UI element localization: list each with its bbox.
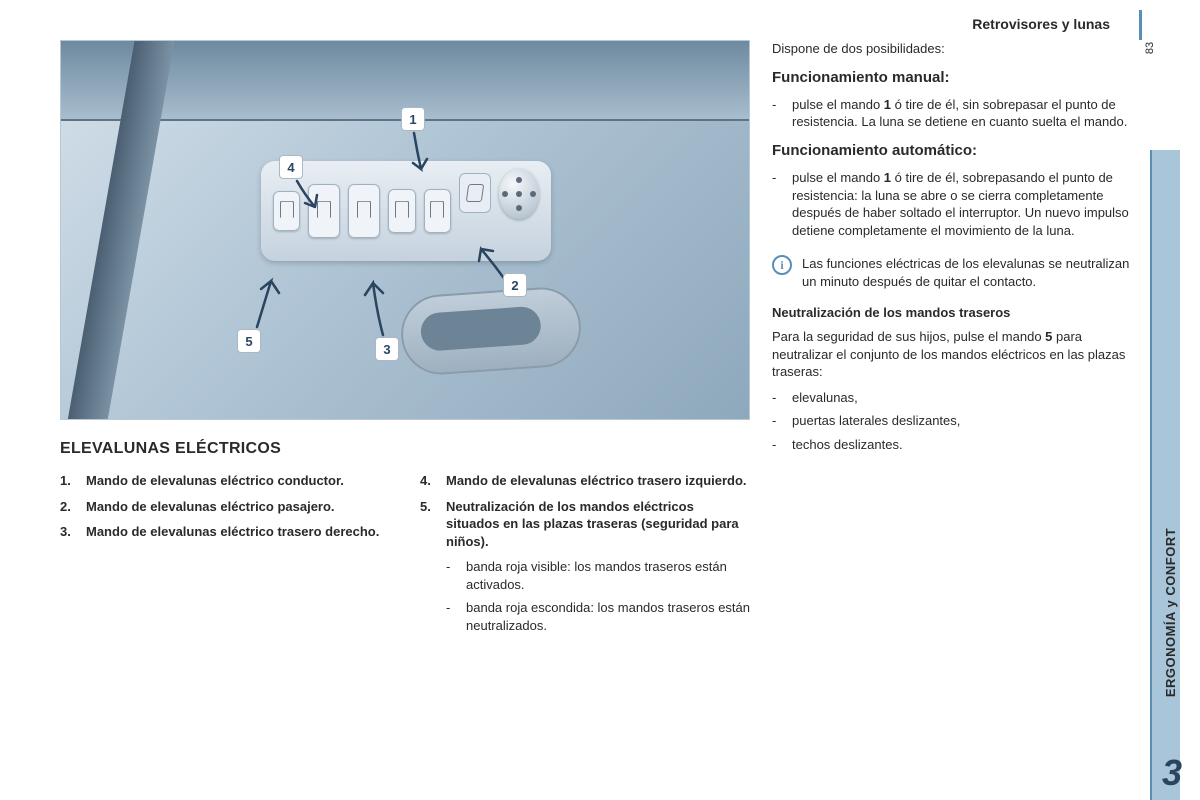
list-item: - banda roja escondida: los mandos trase… — [420, 599, 750, 634]
window-switch-icon — [424, 189, 451, 233]
list-item: 3. Mando de elevalunas eléctrico trasero… — [60, 523, 390, 541]
item-number: 4. — [420, 472, 436, 490]
item-text: pulse el mando 1 ó tire de él, sobrepasa… — [792, 169, 1132, 239]
dash-icon: - — [772, 436, 780, 454]
numbered-list: 1. Mando de elevalunas eléctrico conduct… — [60, 472, 750, 640]
info-text: Las funciones eléctricas de los elevalun… — [802, 255, 1132, 290]
arrow-icon — [291, 179, 331, 219]
dash-icon: - — [446, 558, 454, 593]
chapter-number: 3 — [1162, 752, 1182, 794]
subheading-auto: Funcionamiento automático: — [772, 141, 1132, 161]
info-callout: i Las funciones eléctricas de los eleval… — [772, 255, 1132, 290]
item-text: puertas laterales deslizantes, — [792, 412, 960, 430]
dash-icon: - — [772, 96, 780, 131]
item-number: 2. — [60, 498, 76, 516]
list-item: - elevalunas, — [772, 389, 1132, 407]
dash-icon: - — [772, 389, 780, 407]
arrow-icon — [399, 131, 429, 181]
intro-text: Dispone de dos posibilidades: — [772, 40, 1132, 58]
section-title: ELEVALUNAS ELÉCTRICOS — [60, 440, 750, 458]
window-switch-icon — [388, 189, 415, 233]
item-text: techos deslizantes. — [792, 436, 903, 454]
list-item: - pulse el mando 1 ó tire de él, sobrepa… — [772, 169, 1132, 239]
info-icon: i — [772, 255, 792, 275]
item-number: 1. — [60, 472, 76, 490]
item-text: Mando de elevalunas eléctrico trasero de… — [86, 523, 379, 541]
chapter-tab-label: ERGONOMÍA y CONFORT — [1163, 528, 1178, 697]
subheading-neutral: Neutralización de los mandos traseros — [772, 304, 1132, 322]
door-handle-icon — [398, 285, 583, 377]
callout-2: 2 — [503, 273, 527, 297]
list-item: 5. Neutralización de los mandos eléctric… — [420, 498, 750, 551]
dash-icon: - — [772, 412, 780, 430]
mirror-adjust-knob-icon — [499, 169, 539, 219]
item-number: 3. — [60, 523, 76, 541]
side-accent — [1150, 150, 1152, 800]
list-item: - puertas laterales deslizantes, — [772, 412, 1132, 430]
list-item: - pulse el mando 1 ó tire de él, sin sob… — [772, 96, 1132, 131]
item-text: elevalunas, — [792, 389, 858, 407]
callout-3: 3 — [375, 337, 399, 361]
list-item: 2. Mando de elevalunas eléctrico pasajer… — [60, 498, 390, 516]
header-accent — [1139, 10, 1142, 40]
dash-icon: - — [772, 169, 780, 239]
chapter-tab — [1152, 150, 1180, 800]
item-text: Mando de elevalunas eléctrico conductor. — [86, 472, 344, 490]
item-text: Neutralización de los mandos eléctricos … — [446, 498, 750, 551]
callout-4: 4 — [279, 155, 303, 179]
item-text: banda roja visible: los mandos traseros … — [466, 558, 750, 593]
arrow-icon — [361, 273, 395, 339]
callout-5: 5 — [237, 329, 261, 353]
list-item: 1. Mando de elevalunas eléctrico conduct… — [60, 472, 390, 490]
list-item: - banda roja visible: los mandos trasero… — [420, 558, 750, 593]
list-item: - techos deslizantes. — [772, 436, 1132, 454]
dash-icon: - — [446, 599, 454, 634]
item-number: 5. — [420, 498, 436, 551]
callout-1: 1 — [401, 107, 425, 131]
page-number: 83 — [1144, 42, 1156, 54]
subheading-manual: Funcionamiento manual: — [772, 68, 1132, 88]
section-header: Retrovisores y lunas — [972, 16, 1110, 32]
item-text: banda roja escondida: los mandos trasero… — [466, 599, 750, 634]
paragraph: Para la seguridad de sus hijos, pulse el… — [772, 328, 1132, 381]
arrow-icon — [253, 273, 287, 331]
door-controls-diagram: 1 4 2 3 5 — [60, 40, 750, 420]
item-text: Mando de elevalunas eléctrico pasajero. — [86, 498, 335, 516]
item-text: pulse el mando 1 ó tire de él, sin sobre… — [792, 96, 1132, 131]
list-item: 4. Mando de elevalunas eléctrico trasero… — [420, 472, 750, 490]
mirror-fold-icon — [459, 173, 491, 213]
window-switch-icon — [348, 184, 380, 238]
item-text: Mando de elevalunas eléctrico trasero iz… — [446, 472, 747, 490]
